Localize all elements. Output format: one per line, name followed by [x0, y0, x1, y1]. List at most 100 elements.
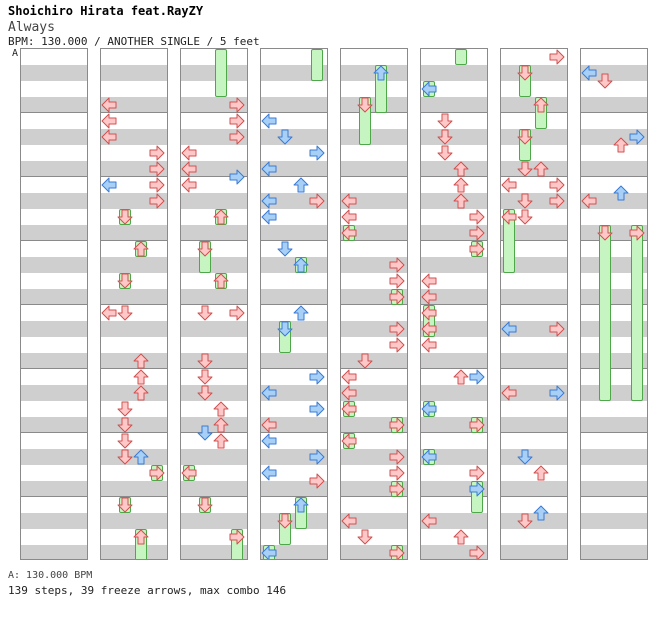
measure-line [501, 368, 567, 369]
left-arrow-icon [181, 177, 197, 193]
left-arrow-icon [421, 81, 437, 97]
section-marker: A [12, 48, 19, 59]
step-stats: 139 steps, 39 freeze arrows, max combo 1… [8, 584, 287, 597]
left-arrow-icon [341, 513, 357, 529]
measure-line [181, 240, 247, 241]
down-arrow-icon [357, 97, 373, 113]
measure-line [261, 368, 327, 369]
measure-line [181, 112, 247, 113]
left-arrow-icon [581, 193, 597, 209]
left-arrow-icon [341, 209, 357, 225]
down-arrow-icon [517, 161, 533, 177]
down-arrow-icon [117, 433, 133, 449]
up-arrow-icon [293, 177, 309, 193]
right-arrow-icon [149, 465, 165, 481]
left-arrow-icon [341, 225, 357, 241]
left-arrow-icon [501, 321, 517, 337]
left-arrow-icon [101, 113, 117, 129]
down-arrow-icon [517, 129, 533, 145]
artist-title: Shoichiro Hirata feat.RayZY [8, 4, 204, 18]
measure-line [421, 112, 487, 113]
left-arrow-icon [261, 193, 277, 209]
right-arrow-icon [229, 529, 245, 545]
up-arrow-icon [133, 449, 149, 465]
right-arrow-icon [629, 129, 645, 145]
right-arrow-icon [469, 209, 485, 225]
measure-line [261, 112, 327, 113]
right-arrow-icon [229, 305, 245, 321]
left-arrow-icon [181, 161, 197, 177]
left-arrow-icon [341, 385, 357, 401]
measure-line [581, 240, 647, 241]
down-arrow-icon [517, 193, 533, 209]
measure-line [261, 240, 327, 241]
measure-line [501, 304, 567, 305]
right-arrow-icon [389, 321, 405, 337]
left-arrow-icon [581, 65, 597, 81]
chart-column-8 [580, 48, 648, 560]
left-arrow-icon [421, 321, 437, 337]
left-arrow-icon [421, 289, 437, 305]
up-arrow-icon [133, 241, 149, 257]
up-arrow-icon [213, 273, 229, 289]
measure-line [421, 176, 487, 177]
left-arrow-icon [181, 145, 197, 161]
down-arrow-icon [357, 529, 373, 545]
down-arrow-icon [597, 73, 613, 89]
measure-line [101, 432, 167, 433]
chart-info: BPM: 130.000 / ANOTHER SINGLE / 5 feet [8, 35, 260, 48]
right-arrow-icon [549, 321, 565, 337]
right-arrow-icon [309, 473, 325, 489]
right-arrow-icon [389, 289, 405, 305]
measure-line [341, 240, 407, 241]
left-arrow-icon [261, 465, 277, 481]
measure-line [261, 304, 327, 305]
measure-line [261, 432, 327, 433]
left-arrow-icon [261, 209, 277, 225]
measure-line [501, 240, 567, 241]
measure-line [421, 496, 487, 497]
up-arrow-icon [533, 97, 549, 113]
measure-line [101, 240, 167, 241]
right-arrow-icon [229, 97, 245, 113]
measure-line [341, 112, 407, 113]
freeze-arrow [215, 49, 227, 97]
right-arrow-icon [549, 385, 565, 401]
up-arrow-icon [133, 529, 149, 545]
down-arrow-icon [117, 449, 133, 465]
up-arrow-icon [213, 433, 229, 449]
down-arrow-icon [117, 417, 133, 433]
up-arrow-icon [213, 401, 229, 417]
measure-line [421, 240, 487, 241]
right-arrow-icon [389, 337, 405, 353]
right-arrow-icon [469, 417, 485, 433]
right-arrow-icon [149, 193, 165, 209]
chart-column-2 [100, 48, 168, 560]
freeze-arrow [631, 225, 643, 401]
measure-line [181, 304, 247, 305]
up-arrow-icon [453, 193, 469, 209]
measure-line [21, 368, 87, 369]
left-arrow-icon [501, 209, 517, 225]
chart-column-3 [180, 48, 248, 560]
measure-line [341, 496, 407, 497]
right-arrow-icon [549, 193, 565, 209]
up-arrow-icon [293, 305, 309, 321]
up-arrow-icon [453, 161, 469, 177]
measure-line [581, 432, 647, 433]
up-arrow-icon [133, 369, 149, 385]
measure-line [21, 496, 87, 497]
right-arrow-icon [469, 545, 485, 559]
measure-line [341, 304, 407, 305]
right-arrow-icon [389, 417, 405, 433]
freeze-arrow [599, 225, 611, 401]
left-arrow-icon [261, 113, 277, 129]
up-arrow-icon [213, 417, 229, 433]
measure-line [341, 176, 407, 177]
chart-column-4 [260, 48, 328, 560]
left-arrow-icon [421, 513, 437, 529]
down-arrow-icon [357, 353, 373, 369]
up-arrow-icon [133, 353, 149, 369]
right-arrow-icon [149, 161, 165, 177]
down-arrow-icon [197, 241, 213, 257]
